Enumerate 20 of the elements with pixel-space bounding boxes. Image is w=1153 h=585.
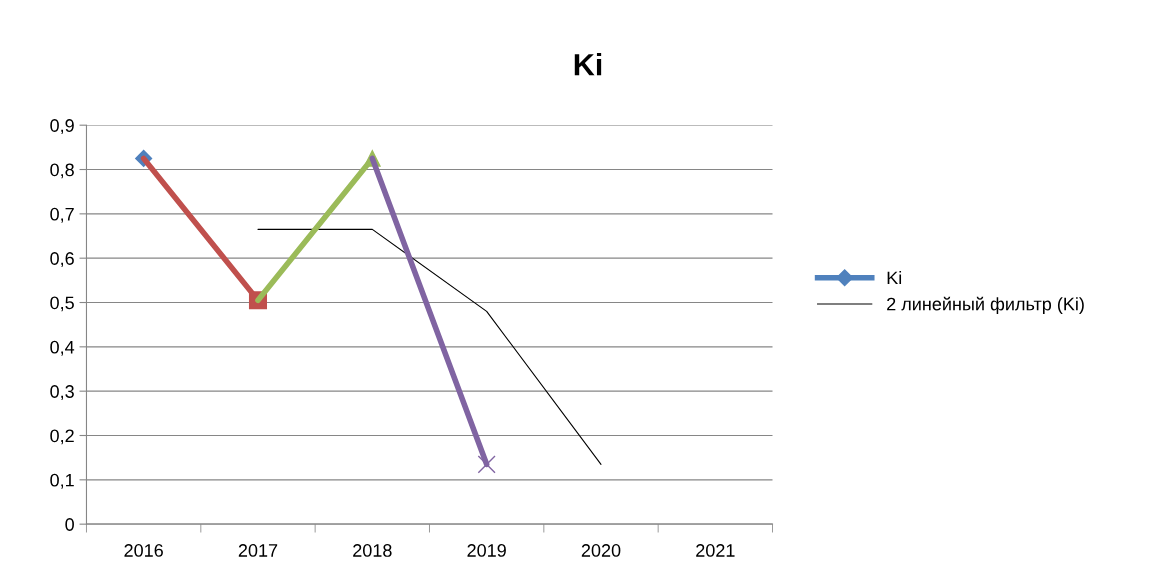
x-tick-label: 2021 [696, 544, 735, 557]
x-tick-label: 2018 [353, 544, 392, 557]
x-tick-label: 2016 [124, 544, 163, 557]
x-tick-label: 2020 [581, 544, 621, 557]
legend-label: Ki [887, 271, 902, 285]
y-tick-label: 0,8 [50, 163, 74, 179]
y-tick-label: 0,9 [50, 119, 74, 135]
chart-title: Ki [574, 53, 602, 76]
y-tick-label: 0 [65, 518, 74, 531]
y-tick-label: 0,4 [50, 340, 75, 356]
point [477, 455, 496, 474]
y-tick-label: 0,3 [50, 385, 74, 401]
y-tick-label: 0,7 [50, 207, 74, 223]
y-tick-label: 0,6 [50, 252, 74, 268]
legend-label: 2 линейный фильтр (Ki) [887, 296, 1084, 314]
y-tick-label: 0,5 [50, 296, 74, 312]
y-tick-label: 0,2 [50, 429, 74, 445]
x-tick-label: 2019 [467, 544, 506, 557]
y-tick-label: 0,1 [50, 473, 74, 489]
x-tick-label: 2017 [238, 544, 278, 557]
